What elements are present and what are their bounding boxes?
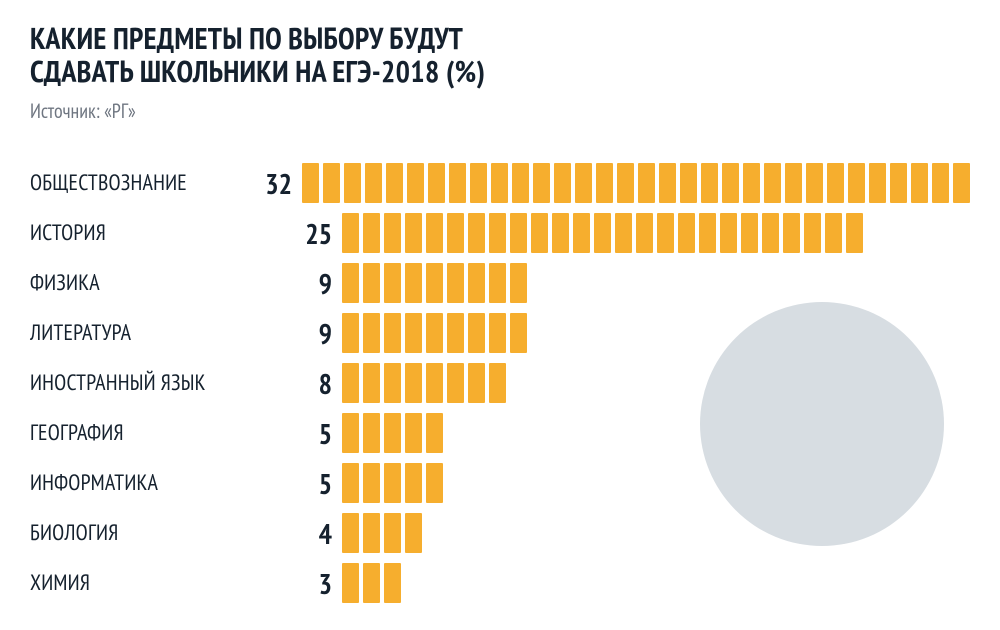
row-label: ЛИТЕРАТУРА — [30, 319, 278, 347]
row-label: ГЕОГРАФИЯ — [30, 419, 278, 447]
row-bar — [342, 213, 863, 253]
row-value: 4 — [278, 515, 342, 552]
row-bar — [302, 163, 970, 203]
table-row: ФИЗИКА9 — [30, 258, 970, 308]
row-bar — [342, 313, 527, 353]
row-label: ИНФОРМАТИКА — [30, 469, 278, 497]
title-line-2: СДАВАТЬ ШКОЛЬНИКИ НА ЕГЭ-2018 (%) — [30, 52, 485, 91]
row-label: ФИЗИКА — [30, 269, 278, 297]
table-row: ИСТОРИЯ25 — [30, 208, 970, 258]
table-row: ОБЩЕСТВОЗНАНИЕ32 — [30, 158, 970, 208]
row-label: ОБЩЕСТВОЗНАНИЕ — [30, 169, 245, 197]
row-bar — [342, 413, 443, 453]
row-bar — [342, 363, 506, 403]
row-value: 9 — [278, 265, 342, 302]
open-book-icon — [700, 302, 944, 546]
row-value: 9 — [278, 315, 342, 352]
page-title: КАКИЕ ПРЕДМЕТЫ ПО ВЫБОРУ БУДУТ СДАВАТЬ Ш… — [30, 22, 970, 88]
source-text: Источник: «РГ» — [30, 98, 970, 124]
row-value: 8 — [278, 365, 342, 402]
row-label: ХИМИЯ — [30, 569, 278, 597]
row-label: ИСТОРИЯ — [30, 219, 278, 247]
row-bar — [342, 513, 422, 553]
row-bar — [342, 563, 401, 603]
row-value: 3 — [278, 565, 342, 602]
row-label: БИОЛОГИЯ — [30, 519, 278, 547]
row-value: 5 — [278, 415, 342, 452]
table-row: ХИМИЯ3 — [30, 558, 970, 608]
row-value: 32 — [245, 165, 302, 202]
row-value: 5 — [278, 465, 342, 502]
row-label: ИНОСТРАННЫЙ ЯЗЫК — [30, 369, 278, 397]
row-bar — [342, 263, 527, 303]
row-value: 25 — [278, 215, 342, 252]
row-bar — [342, 463, 443, 503]
